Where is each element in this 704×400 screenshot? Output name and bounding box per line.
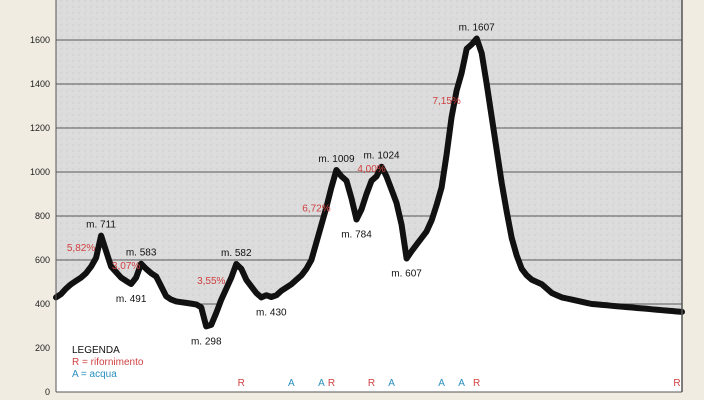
elevation-label: m. 1009 — [318, 154, 355, 165]
elevation-label: m. 491 — [116, 294, 147, 305]
y-tick-label: 600 — [35, 255, 50, 265]
legend-item: R = rifornimento — [72, 357, 144, 368]
gradient-label: 5,82% — [67, 243, 95, 254]
refuel-marker: R — [368, 378, 375, 389]
y-tick-label: 0 — [45, 387, 50, 397]
y-tick-label: 400 — [35, 299, 50, 309]
elevation-label: m. 711 — [86, 220, 116, 231]
y-tick-label: 200 — [35, 343, 50, 353]
legend-item: A = acqua — [72, 369, 117, 380]
legend-title: LEGENDA — [72, 345, 120, 356]
y-tick-label: 1400 — [30, 79, 50, 89]
gradient-label: 4,00% — [357, 164, 385, 175]
y-tick-label: 1600 — [30, 35, 50, 45]
elevation-area — [56, 38, 682, 392]
y-axis-ticks: 0 200 400 600 800 1000 1200 1400 1600 — [30, 35, 50, 397]
gradient-label: 3,07% — [112, 261, 140, 272]
elevation-label: m. 1607 — [459, 22, 496, 33]
refuel-marker: R — [473, 378, 480, 389]
elevation-labels: m. 711 m. 491 m. 583 m. 298 m. 582 m. 430 m. 1… — [86, 22, 495, 347]
gradient-label: 3,55% — [197, 276, 225, 287]
water-marker: A — [388, 378, 395, 389]
elevation-label: m. 582 — [221, 248, 252, 259]
water-marker: A — [458, 378, 465, 389]
y-tick-label: 1000 — [30, 167, 50, 177]
elevation-label: m. 583 — [126, 248, 157, 259]
gradient-label: 6,72% — [302, 204, 330, 215]
y-tick-label: 800 — [35, 211, 50, 221]
refuel-marker: R — [238, 378, 245, 389]
elevation-label: m. 298 — [191, 336, 222, 347]
refuel-marker: R — [673, 378, 680, 389]
water-marker: A — [288, 378, 295, 389]
elevation-label: m. 430 — [256, 307, 287, 318]
y-tick-label: 1200 — [30, 123, 50, 133]
elevation-label: m. 784 — [341, 230, 372, 241]
elevation-profile-line — [53, 35, 685, 330]
water-marker: A — [318, 378, 325, 389]
elevation-label: m. 1024 — [363, 151, 400, 162]
gradient-labels: 5,82% 3,07% 3,55% 6,72% 4,00% 7,15% — [67, 96, 461, 287]
gradient-label: 7,15% — [432, 96, 460, 107]
refuel-marker: R — [328, 378, 335, 389]
elevation-label: m. 607 — [391, 268, 422, 279]
water-marker: A — [438, 378, 445, 389]
